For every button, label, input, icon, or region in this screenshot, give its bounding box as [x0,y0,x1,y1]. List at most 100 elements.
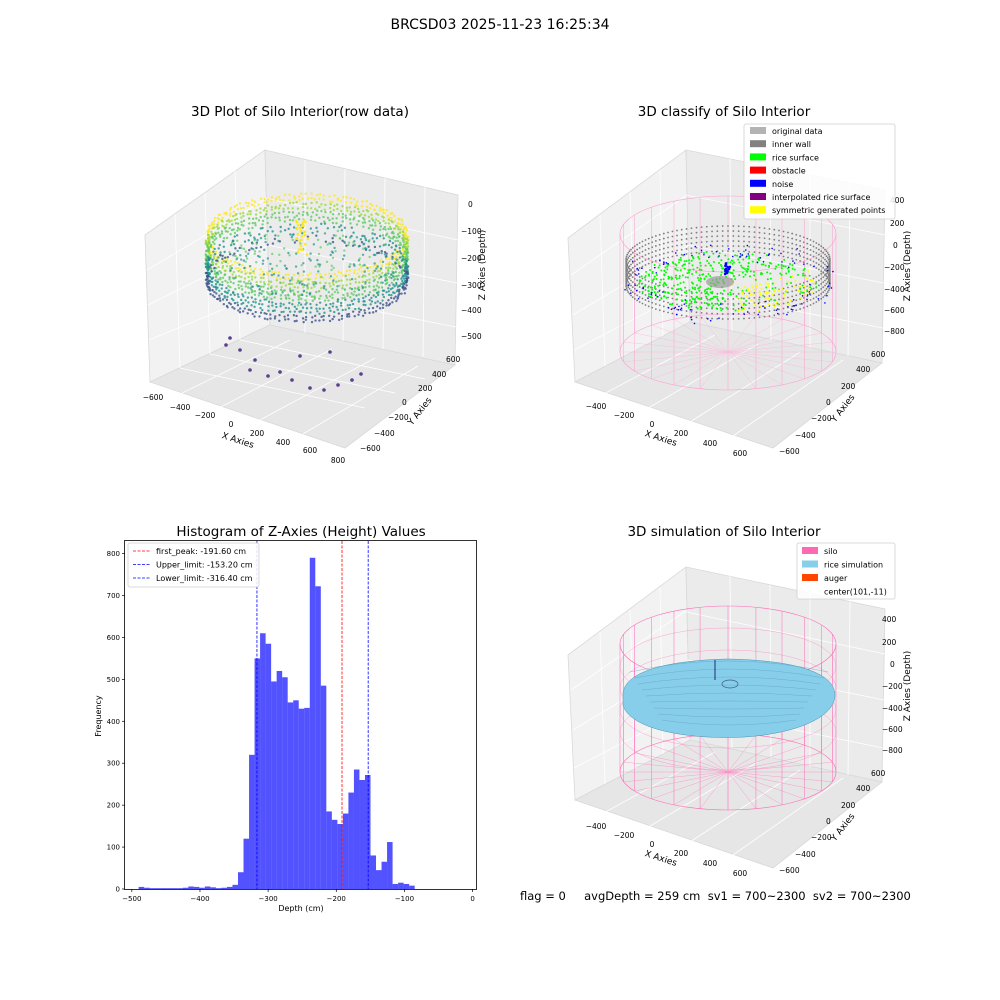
raw-point [403,269,406,272]
raw-point [404,245,408,249]
raw-point [308,386,312,390]
raw-point [335,288,338,291]
classify-point [712,270,715,273]
raw-point [220,292,223,296]
raw-point [204,278,208,282]
raw-point [363,234,366,238]
raw-point [368,291,372,294]
classify-point [752,278,755,281]
raw-point [254,301,257,304]
histogram-bar [315,586,321,889]
raw-point [258,302,261,306]
raw-point [365,279,369,282]
raw-3d-panel: 3D Plot of Silo Interior(row data) −600 … [143,104,488,465]
classify-point [696,295,699,298]
raw-point [279,259,282,263]
raw-point [219,235,222,238]
classify-point [647,237,650,240]
raw-point [378,228,382,231]
raw-point [259,245,263,249]
classify-point [658,309,661,312]
raw-point [345,216,348,220]
svg-text:−200: −200 [614,411,635,420]
classify-point [796,247,798,250]
simulation-center-marker [721,679,739,689]
raw-point [391,255,394,259]
classify-point [758,236,761,239]
status-footer: flag = 0 avgDepth = 259 cm sv1 = 700~230… [520,889,911,903]
raw-point [229,303,233,306]
raw-point [405,284,408,287]
classify-point [820,287,823,290]
classify-point [774,267,777,270]
svg-text:−400: −400 [170,403,191,412]
classify-point [748,250,751,253]
raw-point [305,294,308,298]
classify-point [787,305,789,308]
classify-point [727,240,729,242]
raw-point [387,293,391,297]
raw-point [341,220,344,223]
raw-point [331,213,335,216]
classify-point [729,271,732,274]
raw-point [207,288,210,291]
classify-point [799,235,802,237]
raw-point [310,306,313,310]
raw-point [390,246,393,249]
classify-point [727,225,729,227]
raw-point [332,234,336,237]
classify-point [747,268,750,271]
raw-point [396,233,400,236]
classify-point [786,267,789,270]
classify-point [662,310,665,313]
classify-point [792,260,794,262]
classify-point [625,277,628,280]
classify-point [806,294,809,296]
classify-point [735,295,738,298]
raw-point [390,293,393,297]
classify-point [748,307,751,310]
classify-point [727,230,729,232]
raw-point [264,240,267,244]
raw-point [266,273,269,276]
raw-point [335,217,338,220]
classify-point [690,318,693,321]
classify-point [741,271,744,274]
classify-point [740,306,743,309]
raw-point [329,285,332,288]
classify-point [688,262,691,265]
raw-point [400,282,403,286]
raw-point [406,239,410,242]
classify-point [707,303,710,306]
svg-text:200: 200 [674,849,689,858]
raw-point [266,318,269,321]
classify-point [815,301,818,303]
raw-point [301,213,305,217]
classify-point [804,293,807,296]
classify-point [667,296,669,299]
silo-wire-spoke [651,771,729,800]
classify-point [753,246,756,249]
raw-point [274,302,278,306]
histogram-bar [276,670,283,889]
classify-point [802,272,805,275]
raw-point [297,298,300,301]
classify-point [630,253,632,256]
raw-point [228,214,232,217]
raw-point [253,252,256,255]
classify-point [753,296,756,299]
silo-wire-spoke [727,735,757,773]
classify-point [775,265,778,268]
classify-point [628,282,631,285]
silo-wire-spoke [634,752,729,773]
classify-point [727,298,729,300]
classify-point [726,261,729,264]
histogram-x-tick-label: 0 [470,895,474,903]
raw-point [249,268,253,271]
classify-point [705,297,708,300]
classify-point [784,265,787,268]
raw-point [378,307,382,310]
classify-point [758,296,761,299]
raw-point [344,298,347,301]
